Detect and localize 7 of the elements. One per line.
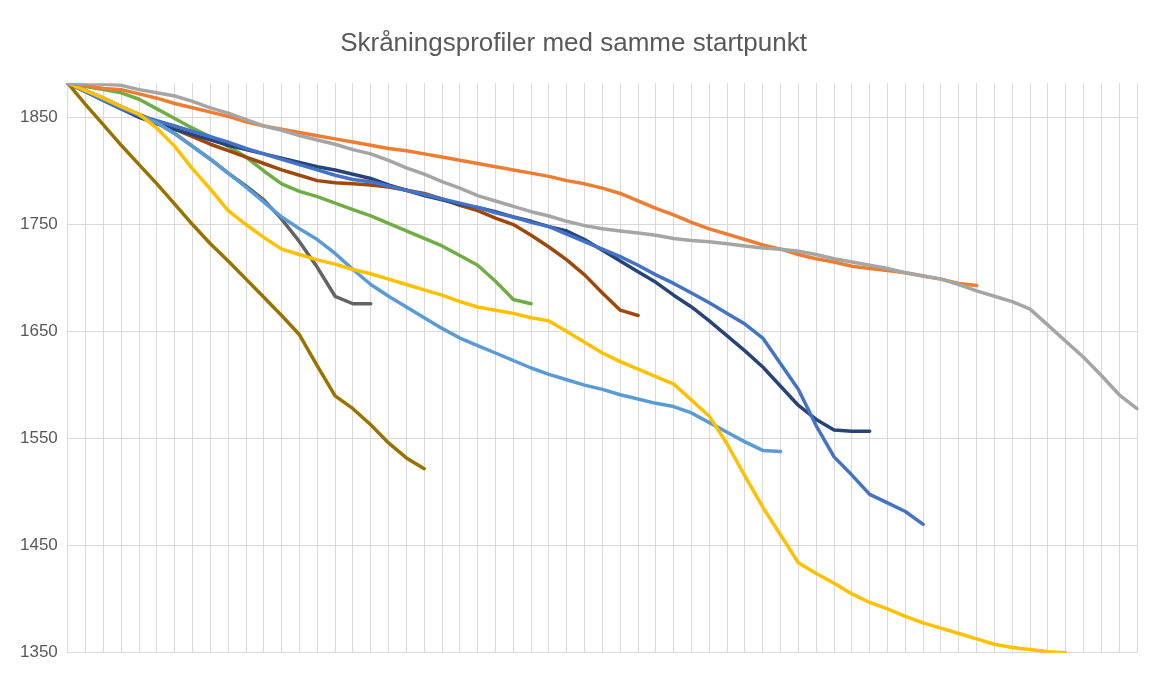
- y-tick-label: 1850: [19, 107, 58, 127]
- chart-title: Skråningsprofiler med samme startpunkt: [340, 26, 808, 57]
- y-tick-label: 1350: [19, 642, 58, 662]
- y-tick-label: 1750: [19, 214, 58, 234]
- y-tick-label: 1450: [19, 535, 58, 555]
- y-tick-label: 1550: [19, 428, 58, 448]
- y-tick-label: 1650: [19, 321, 58, 341]
